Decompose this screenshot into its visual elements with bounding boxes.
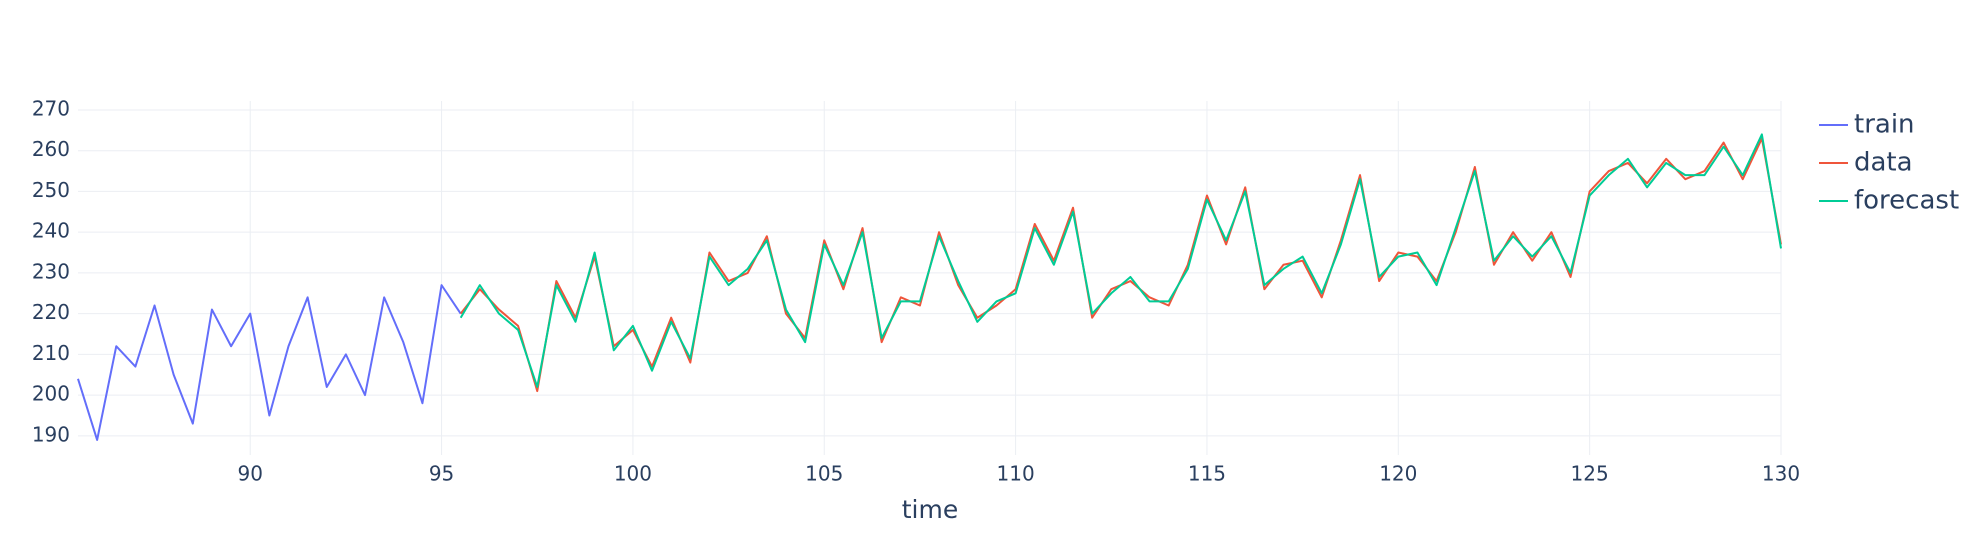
y-tick-label: 230 (32, 259, 70, 283)
x-tick-label: 130 (1762, 462, 1800, 486)
y-tick-label: 190 (32, 422, 70, 446)
x-tick-label: 110 (997, 462, 1035, 486)
line-series (77, 284, 462, 441)
y-tick-label: 270 (32, 96, 70, 120)
legend-label: data (1854, 148, 1913, 178)
y-tick-label: 200 (32, 382, 70, 406)
y-tick-label: 250 (32, 178, 70, 202)
x-tick-label: 115 (1188, 462, 1226, 486)
x-tick-label: 95 (429, 462, 454, 486)
y-tick-label: 210 (32, 341, 70, 365)
y-tick-label: 240 (32, 219, 70, 243)
y-tick-label: 260 (32, 137, 70, 161)
x-tick-label: 120 (1379, 462, 1417, 486)
legend-label: train (1854, 110, 1915, 140)
grid (78, 101, 1782, 455)
x-tick-label: 100 (614, 462, 652, 486)
y-tick-label: 220 (32, 300, 70, 324)
x-axis-title: time (902, 495, 958, 524)
line-series (459, 133, 1782, 388)
legend-label: forecast (1854, 186, 1959, 216)
x-tick-label: 125 (1571, 462, 1609, 486)
x-tick-label: 90 (237, 462, 262, 486)
x-tick-label: 105 (805, 462, 843, 486)
